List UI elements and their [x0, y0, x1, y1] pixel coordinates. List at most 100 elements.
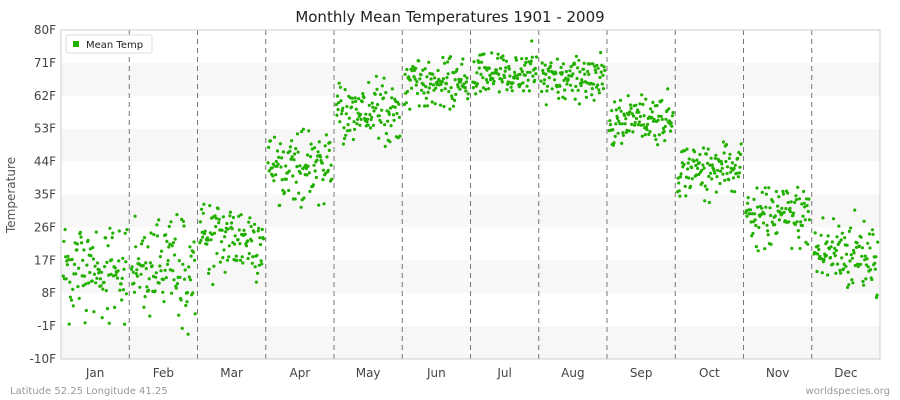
data-point	[834, 271, 838, 275]
data-point	[278, 142, 282, 146]
data-point	[703, 199, 707, 203]
data-point	[448, 55, 453, 59]
data-point	[764, 192, 769, 196]
data-point	[574, 54, 579, 59]
data-point	[666, 87, 670, 91]
data-point	[157, 281, 161, 285]
data-point	[261, 237, 266, 241]
data-point	[720, 162, 724, 166]
data-point	[734, 171, 739, 175]
data-point	[725, 171, 729, 176]
data-point	[228, 210, 232, 214]
data-point	[841, 267, 846, 271]
data-point	[784, 207, 788, 211]
data-point	[676, 176, 680, 180]
data-point	[645, 128, 649, 132]
data-point	[345, 129, 350, 133]
data-point	[745, 214, 749, 218]
data-point	[563, 88, 567, 92]
data-point	[849, 253, 853, 257]
data-point	[669, 129, 673, 133]
data-point	[441, 55, 445, 60]
data-point	[198, 220, 202, 224]
data-point	[206, 238, 210, 242]
data-point	[305, 153, 310, 157]
data-point	[815, 269, 819, 274]
data-point	[215, 251, 219, 256]
data-point	[326, 168, 330, 172]
data-point	[200, 207, 204, 211]
x-tick-label: Sep	[630, 366, 653, 380]
data-point	[350, 105, 354, 109]
data-point	[547, 76, 551, 80]
data-point	[141, 264, 145, 268]
data-point	[767, 186, 771, 190]
data-point	[559, 65, 563, 70]
data-point	[213, 214, 217, 218]
y-tick-label: 26F	[34, 220, 56, 234]
data-point	[82, 248, 86, 252]
data-point	[803, 218, 807, 222]
data-point	[255, 253, 259, 257]
data-point	[520, 69, 524, 74]
data-point	[524, 60, 528, 65]
data-point	[125, 228, 129, 232]
data-point	[257, 263, 261, 267]
data-point	[230, 227, 234, 231]
data-point	[701, 146, 706, 150]
data-point	[393, 105, 397, 109]
data-point	[379, 120, 383, 124]
data-point	[850, 278, 854, 282]
data-point	[181, 262, 185, 266]
data-point	[697, 172, 701, 177]
data-point	[220, 240, 224, 244]
data-point	[227, 244, 231, 248]
data-point	[253, 222, 257, 226]
data-point	[598, 75, 602, 80]
data-point	[593, 68, 597, 72]
data-point	[687, 176, 691, 180]
data-point	[440, 88, 444, 92]
data-point	[484, 87, 488, 91]
data-point	[775, 231, 779, 235]
data-point	[391, 113, 396, 117]
data-point	[631, 130, 635, 134]
data-point	[733, 163, 737, 167]
y-tick-label: 35F	[34, 188, 56, 202]
data-point	[620, 122, 624, 126]
data-point	[322, 202, 326, 206]
data-point	[100, 316, 104, 320]
data-point	[477, 66, 481, 70]
data-point	[274, 173, 278, 177]
data-point	[569, 65, 573, 69]
legend-label: Mean Temp	[86, 40, 143, 51]
data-point	[260, 227, 264, 232]
data-point	[282, 190, 287, 194]
x-tick-label: Aug	[561, 366, 584, 380]
data-point	[474, 92, 478, 96]
data-point	[856, 264, 860, 269]
data-point	[490, 71, 494, 75]
data-point	[615, 116, 620, 120]
data-point	[154, 271, 158, 275]
data-point	[278, 203, 282, 207]
data-point	[158, 264, 162, 268]
data-point	[277, 155, 281, 159]
data-point	[765, 223, 769, 227]
data-point	[851, 281, 855, 285]
data-point	[267, 169, 271, 173]
data-point	[601, 87, 606, 91]
data-point	[793, 200, 797, 204]
data-point	[705, 187, 709, 191]
data-point	[250, 239, 254, 243]
data-point	[298, 171, 303, 175]
data-point	[611, 143, 616, 147]
data-point	[631, 114, 636, 118]
data-point	[152, 233, 156, 237]
data-point	[242, 228, 246, 232]
data-point	[706, 147, 710, 151]
data-point	[667, 107, 671, 111]
data-point	[757, 225, 761, 230]
data-point	[160, 249, 164, 253]
